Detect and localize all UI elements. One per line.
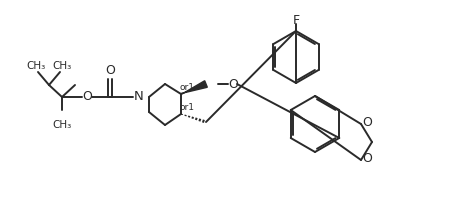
Text: O: O — [105, 64, 115, 78]
Text: N: N — [134, 89, 144, 102]
Text: O: O — [228, 78, 238, 91]
Text: or1: or1 — [180, 103, 194, 113]
Text: F: F — [292, 14, 300, 26]
Text: or1: or1 — [180, 82, 194, 92]
Text: CH₃: CH₃ — [52, 61, 72, 71]
Text: O: O — [362, 152, 372, 166]
Text: O: O — [82, 89, 92, 102]
Text: CH₃: CH₃ — [27, 61, 45, 71]
Polygon shape — [181, 81, 207, 95]
Text: CH₃: CH₃ — [52, 120, 72, 130]
Text: O: O — [362, 117, 372, 130]
